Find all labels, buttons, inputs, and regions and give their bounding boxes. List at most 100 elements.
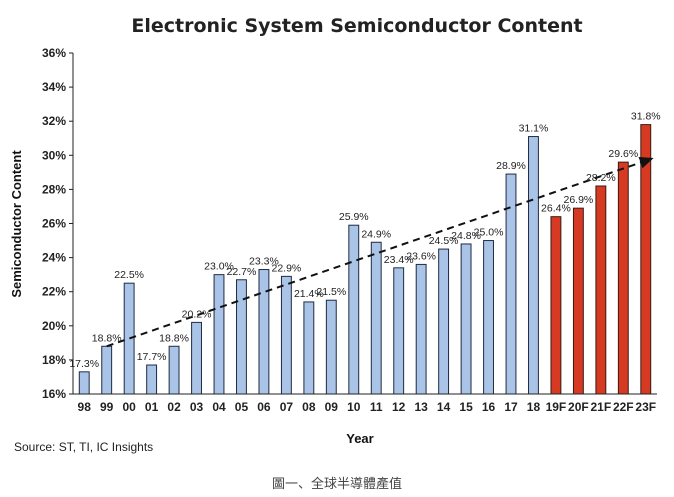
- data-label: 17.7%: [137, 351, 167, 363]
- y-tick-label: 32%: [42, 114, 66, 128]
- x-tick-label: 02: [167, 400, 181, 414]
- data-label: 24.5%: [429, 235, 459, 247]
- bar: [123, 282, 135, 395]
- data-label: 23.4%: [384, 254, 414, 266]
- x-axis-title: Year: [346, 431, 373, 446]
- x-tick-label: 08: [302, 400, 316, 414]
- bar: [348, 224, 360, 395]
- y-tick-label: 36%: [42, 46, 66, 60]
- x-tick-label: 19F: [546, 400, 567, 414]
- bar: [258, 269, 270, 395]
- bar: [280, 275, 292, 395]
- x-tick-label: 20F: [568, 400, 589, 414]
- bar: [213, 274, 225, 395]
- bar: [393, 267, 405, 395]
- bar: [370, 241, 382, 395]
- data-label: 23.3%: [249, 256, 279, 268]
- x-tick-label: 17: [504, 400, 518, 414]
- figure-caption: 圖一、全球半導體產值: [272, 476, 402, 492]
- x-tick-label: 00: [122, 400, 136, 414]
- forecast-bar: [550, 216, 562, 395]
- bar: [460, 243, 472, 395]
- x-tick-label: 06: [257, 400, 271, 414]
- data-label: 17.3%: [69, 358, 99, 370]
- bar: [101, 345, 113, 395]
- x-tick-label: 22F: [613, 400, 634, 414]
- bars: [78, 124, 652, 395]
- data-label: 28.9%: [496, 160, 526, 172]
- y-tick-label: 18%: [42, 353, 66, 367]
- forecast-bar: [572, 207, 584, 395]
- bar: [191, 321, 202, 395]
- x-tick-label: 13: [414, 400, 428, 414]
- data-label: 25.0%: [474, 227, 504, 239]
- trendline: [106, 156, 654, 348]
- bar: [483, 240, 494, 395]
- x-tick-label: 01: [145, 400, 159, 414]
- x-tick-label: 05: [235, 400, 249, 414]
- bar: [168, 345, 180, 395]
- y-axis-title: Semiconductor Content: [9, 150, 24, 298]
- x-tick-label: 16: [482, 400, 496, 414]
- x-tick-label: 07: [280, 400, 294, 414]
- data-label: 29.6%: [608, 148, 638, 160]
- x-tick-label: 04: [212, 400, 226, 414]
- data-label: 20.2%: [182, 308, 212, 320]
- y-tick-label: 30%: [42, 148, 66, 162]
- x-tick-label: 15: [459, 400, 473, 414]
- y-tick-label: 16%: [42, 387, 66, 401]
- bar: [146, 364, 158, 395]
- data-labels: 17.3% 18.8% 22.5% 17.7% 18.8% 20.2% 23.0%22.7%…: [69, 111, 660, 370]
- forecast-bar: [617, 161, 629, 395]
- chart-title: Electronic System Semiconductor Content: [131, 15, 582, 37]
- data-label: 22.7%: [227, 266, 257, 278]
- x-tick-label: 11: [370, 400, 383, 414]
- data-label: 31.1%: [519, 123, 549, 135]
- y-tick-label: 22%: [42, 285, 66, 299]
- data-label: 26.9%: [563, 194, 593, 206]
- data-label: 18.8%: [159, 332, 189, 344]
- data-label: 31.8%: [631, 111, 661, 123]
- x-tick-label: 12: [392, 400, 406, 414]
- data-label: 24.8%: [451, 230, 481, 242]
- x-tick-label: 23F: [635, 400, 656, 414]
- x-tick-label: 18: [527, 400, 541, 414]
- bar: [78, 371, 90, 395]
- data-label: 26.4%: [541, 203, 571, 215]
- bar: [236, 279, 247, 395]
- source-note: Source: ST, TI, IC Insights: [14, 440, 153, 454]
- data-label: 21.5%: [316, 286, 346, 298]
- bar: [505, 173, 517, 395]
- y-tick-label: 28%: [42, 182, 66, 196]
- bar: [528, 136, 539, 395]
- data-label: 23.0%: [204, 261, 234, 273]
- x-tick-label: 09: [325, 400, 339, 414]
- data-label: 24.9%: [361, 228, 391, 240]
- data-label: 22.5%: [114, 269, 144, 281]
- bar: [325, 299, 337, 395]
- forecast-bar: [595, 185, 607, 395]
- bar: [303, 301, 315, 395]
- x-tick-label: 99: [100, 400, 114, 414]
- data-label: 28.2%: [586, 172, 616, 184]
- x-tick-label: 14: [437, 400, 451, 414]
- x-tick-label: 98: [78, 400, 92, 414]
- data-label: 21.4%: [294, 288, 324, 300]
- y-axis: 16% 18% 20% 22% 24% 26% 28% 30% 32% 34% 36%: [42, 46, 73, 401]
- bar: [438, 248, 450, 395]
- data-label: 25.9%: [339, 211, 369, 223]
- x-axis: 98 99 00 01 02 03 04 05 06 07 08 09 10 11 12 13 14 15 16 17…: [78, 400, 657, 414]
- data-label: 18.8%: [92, 332, 122, 344]
- forecast-bar: [640, 124, 652, 395]
- x-tick-label: 03: [190, 400, 204, 414]
- bar: [415, 263, 427, 395]
- y-tick-label: 20%: [42, 319, 66, 333]
- data-label: 23.6%: [406, 250, 436, 262]
- y-tick-label: 24%: [42, 251, 66, 265]
- data-label: 22.9%: [271, 262, 301, 274]
- x-tick-label: 10: [347, 400, 361, 414]
- y-tick-label: 34%: [42, 80, 66, 94]
- y-tick-label: 26%: [42, 217, 66, 231]
- trendline-arrow: [106, 156, 654, 348]
